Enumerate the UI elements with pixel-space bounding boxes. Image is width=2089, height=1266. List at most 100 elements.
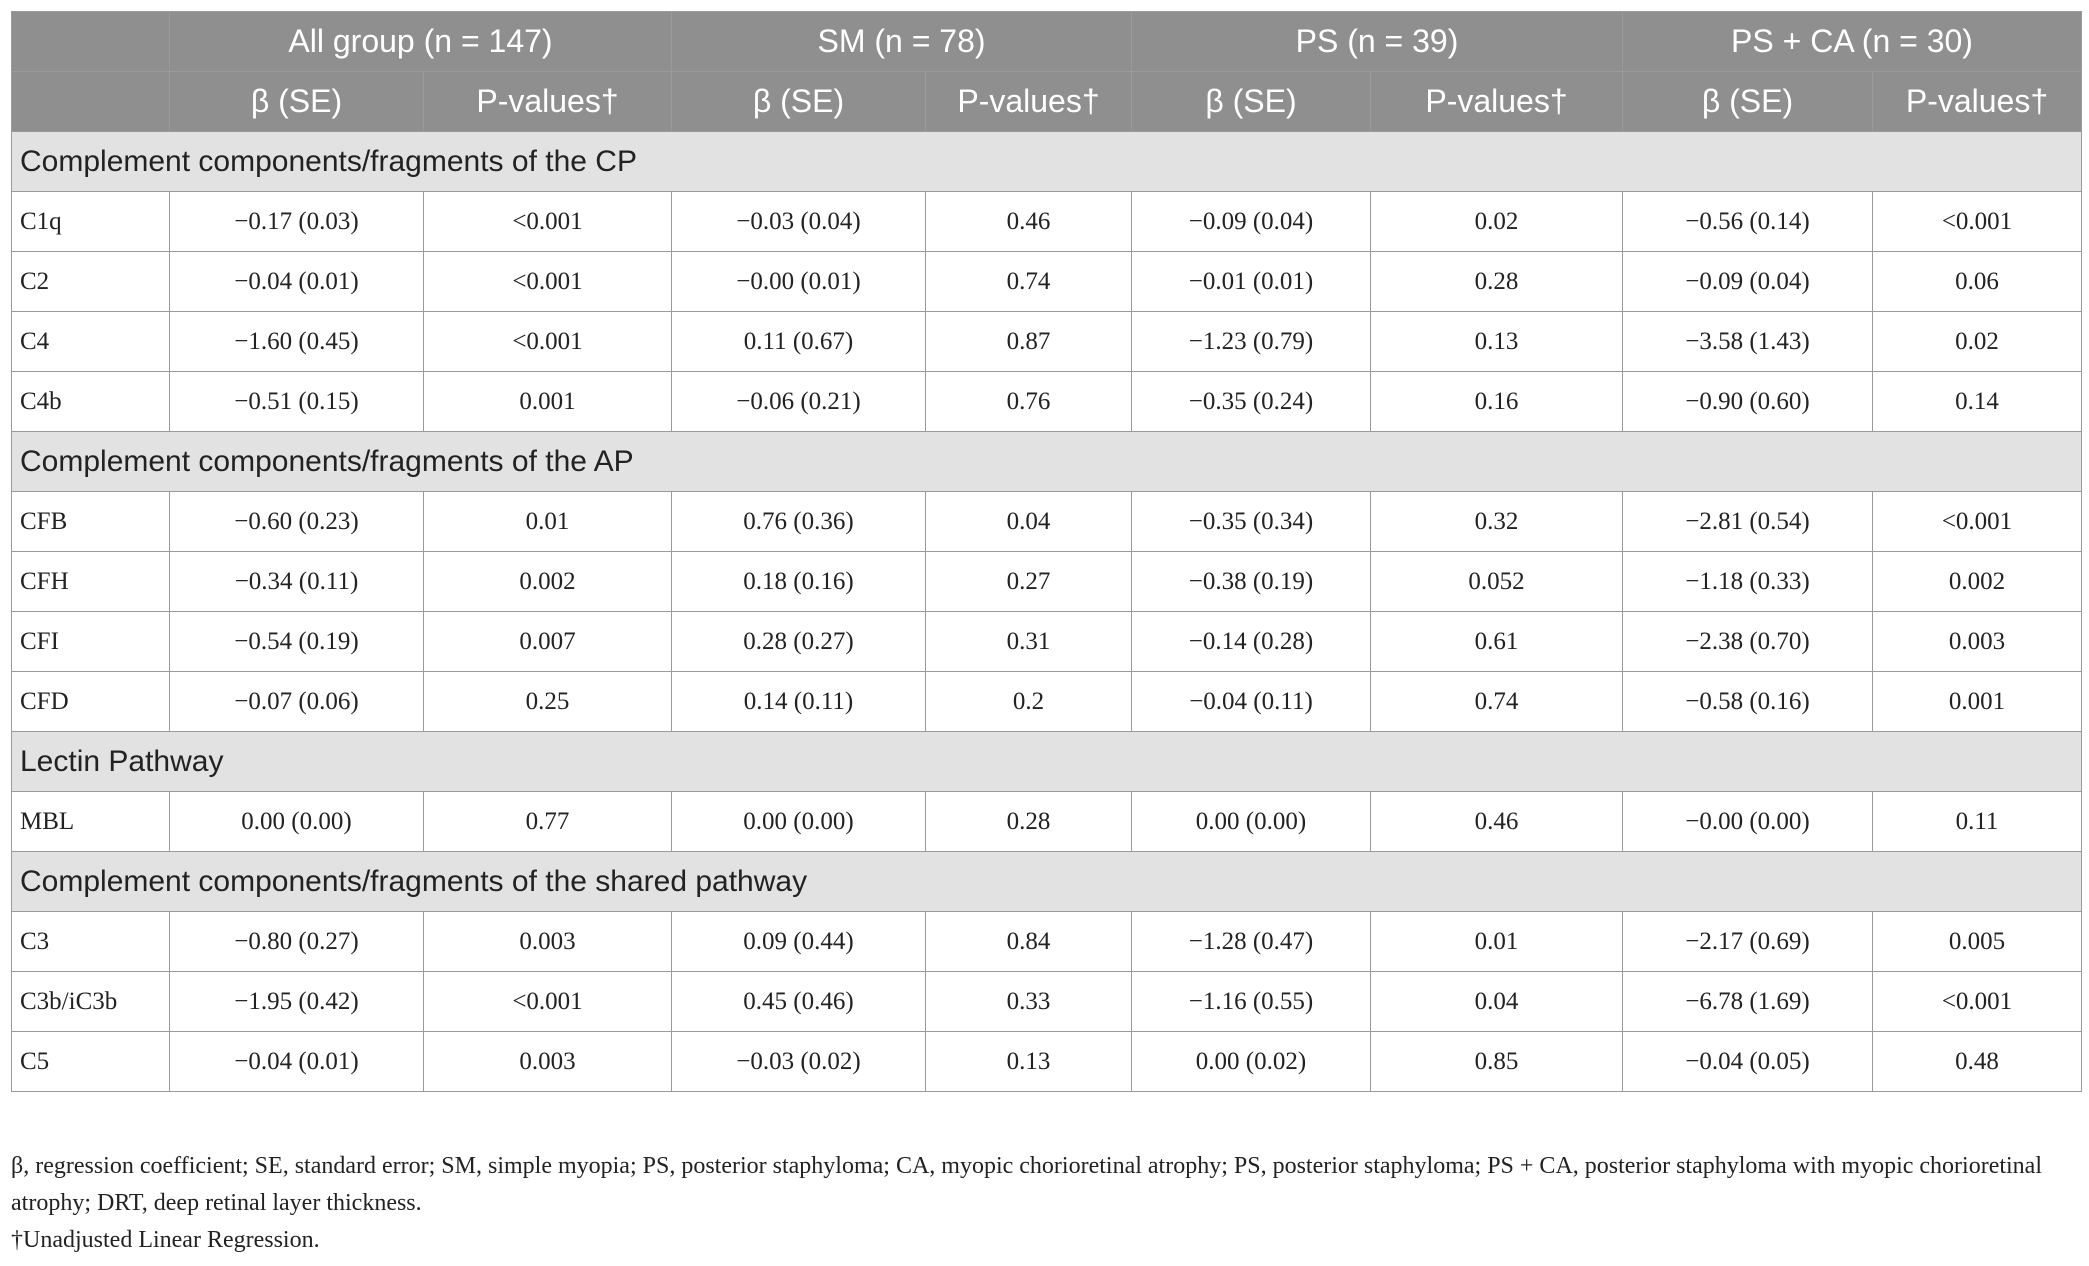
cell: <0.001	[423, 311, 672, 372]
section-row: Complement components/fragments of the C…	[11, 131, 2082, 192]
cell: 0.13	[925, 1031, 1132, 1092]
data-row: MBL 0.00 (0.00) 0.77 0.00 (0.00) 0.28 0.00 (0…	[11, 791, 2082, 852]
cell: 0.77	[423, 791, 672, 852]
cell: −0.09 (0.04)	[1131, 191, 1371, 252]
row-label: C4b	[11, 371, 170, 432]
footnote: β, regression coefficient; SE, standard …	[11, 1153, 2042, 1216]
cell: −0.80 (0.27)	[169, 911, 424, 972]
cell: 0.85	[1370, 1031, 1623, 1092]
table: All group (n = 147) SM (n = 78) PS (n = 39…	[11, 11, 2082, 1092]
cell: <0.001	[1872, 491, 2082, 552]
cell: 0.04	[925, 491, 1132, 552]
cell: −0.56 (0.14)	[1622, 191, 1873, 252]
cell: −6.78 (1.69)	[1622, 971, 1873, 1032]
cell: 0.00 (0.00)	[1131, 791, 1371, 852]
cell: 0.04	[1370, 971, 1623, 1032]
cell: 0.14	[1872, 371, 2082, 432]
section-row: Complement components/fragments of the A…	[11, 431, 2082, 492]
cell: −0.34 (0.11)	[169, 551, 424, 612]
cell: 0.28 (0.27)	[671, 611, 926, 672]
cell: −0.90 (0.60)	[1622, 371, 1873, 432]
section-title: Complement components/fragments of the C…	[11, 131, 2082, 192]
row-label: C4	[11, 311, 170, 372]
cell: 0.11 (0.67)	[671, 311, 926, 372]
sub-header: P-values†	[423, 71, 672, 132]
cell: −0.14 (0.28)	[1131, 611, 1371, 672]
sub-header: P-values†	[1872, 71, 2082, 132]
cell: 0.02	[1370, 191, 1623, 252]
cell: −0.60 (0.23)	[169, 491, 424, 552]
cell: −0.35 (0.34)	[1131, 491, 1371, 552]
data-row: C4b −0.51 (0.15) 0.001 −0.06 (0.21) 0.76 −0.3…	[11, 371, 2082, 432]
cell: −0.03 (0.02)	[671, 1031, 926, 1092]
row-label: CFI	[11, 611, 170, 672]
cell: 0.2	[925, 671, 1132, 732]
cell: −0.09 (0.04)	[1622, 251, 1873, 312]
row-label: C2	[11, 251, 170, 312]
cell: 0.31	[925, 611, 1132, 672]
cell: −0.04 (0.01)	[169, 251, 424, 312]
cell: 0.61	[1370, 611, 1623, 672]
cell: 0.84	[925, 911, 1132, 972]
row-label: MBL	[11, 791, 170, 852]
cell: 0.002	[423, 551, 672, 612]
section-title: Lectin Pathway	[11, 731, 2082, 792]
cell: 0.00 (0.00)	[169, 791, 424, 852]
footnotes: β, regression coefficient; SE, standard …	[11, 1148, 2081, 1259]
cell: 0.11	[1872, 791, 2082, 852]
cell: <0.001	[423, 251, 672, 312]
cell: −0.04 (0.05)	[1622, 1031, 1873, 1092]
group-header: PS + CA (n = 30)	[1622, 11, 2082, 72]
section-title: Complement components/fragments of the s…	[11, 851, 2082, 912]
cell: 0.14 (0.11)	[671, 671, 926, 732]
data-row: C2 −0.04 (0.01) <0.001 −0.00 (0.01) 0.74 −0.0…	[11, 251, 2082, 312]
header-row: All group (n = 147) SM (n = 78) PS (n = 39…	[11, 11, 2082, 72]
cell: 0.28	[925, 791, 1132, 852]
cell: −0.04 (0.01)	[169, 1031, 424, 1092]
cell: −0.00 (0.01)	[671, 251, 926, 312]
cell: 0.13	[1370, 311, 1623, 372]
cell: 0.00 (0.02)	[1131, 1031, 1371, 1092]
data-row: C1q −0.17 (0.03) <0.001 −0.03 (0.04) 0.46 −0.…	[11, 191, 2082, 252]
cell: 0.003	[423, 911, 672, 972]
group-header: All group (n = 147)	[169, 11, 672, 72]
cell: <0.001	[423, 191, 672, 252]
row-label: CFB	[11, 491, 170, 552]
cell: 0.74	[1370, 671, 1623, 732]
data-row: C5 −0.04 (0.01) 0.003 −0.03 (0.02) 0.13 0.00 …	[11, 1031, 2082, 1092]
cell: <0.001	[1872, 971, 2082, 1032]
header-row: β (SE) P-values† β (SE) P-values† β (SE) P-va…	[11, 71, 2082, 132]
data-row: CFB −0.60 (0.23) 0.01 0.76 (0.36) 0.04 −0.35 …	[11, 491, 2082, 552]
data-row: C3 −0.80 (0.27) 0.003 0.09 (0.44) 0.84 −1.28 …	[11, 911, 2082, 972]
row-label: CFH	[11, 551, 170, 612]
sub-header: β (SE)	[671, 71, 926, 132]
cell: 0.06	[1872, 251, 2082, 312]
cell: 0.007	[423, 611, 672, 672]
section-row: Complement components/fragments of the s…	[11, 851, 2082, 912]
data-row: C4 −1.60 (0.45) <0.001 0.11 (0.67) 0.87 −1.23…	[11, 311, 2082, 372]
group-header: PS (n = 39)	[1131, 11, 1623, 72]
cell: −0.38 (0.19)	[1131, 551, 1371, 612]
header-corner	[11, 71, 170, 132]
cell: 0.74	[925, 251, 1132, 312]
cell: 0.27	[925, 551, 1132, 612]
sub-header: β (SE)	[169, 71, 424, 132]
cell: 0.76	[925, 371, 1132, 432]
cell: <0.001	[1872, 191, 2082, 252]
cell: 0.28	[1370, 251, 1623, 312]
cell: 0.02	[1872, 311, 2082, 372]
cell: −0.51 (0.15)	[169, 371, 424, 432]
cell: 0.46	[925, 191, 1132, 252]
data-row: CFI −0.54 (0.19) 0.007 0.28 (0.27) 0.31 −0.14…	[11, 611, 2082, 672]
section-row: Lectin Pathway	[11, 731, 2082, 792]
cell: −3.58 (1.43)	[1622, 311, 1873, 372]
cell: −0.00 (0.00)	[1622, 791, 1873, 852]
cell: −0.07 (0.06)	[169, 671, 424, 732]
cell: 0.002	[1872, 551, 2082, 612]
cell: −0.03 (0.04)	[671, 191, 926, 252]
cell: 0.003	[1872, 611, 2082, 672]
cell: 0.32	[1370, 491, 1623, 552]
cell: −0.01 (0.01)	[1131, 251, 1371, 312]
cell: 0.01	[423, 491, 672, 552]
